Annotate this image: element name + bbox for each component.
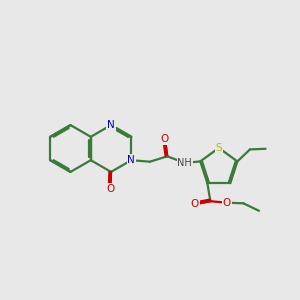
Text: S: S — [215, 143, 222, 153]
Text: O: O — [191, 199, 199, 209]
Text: O: O — [161, 134, 169, 144]
Text: N: N — [107, 120, 115, 130]
Text: O: O — [106, 184, 115, 194]
Text: NH: NH — [177, 158, 192, 168]
Text: O: O — [223, 198, 231, 208]
Text: N: N — [128, 155, 135, 165]
